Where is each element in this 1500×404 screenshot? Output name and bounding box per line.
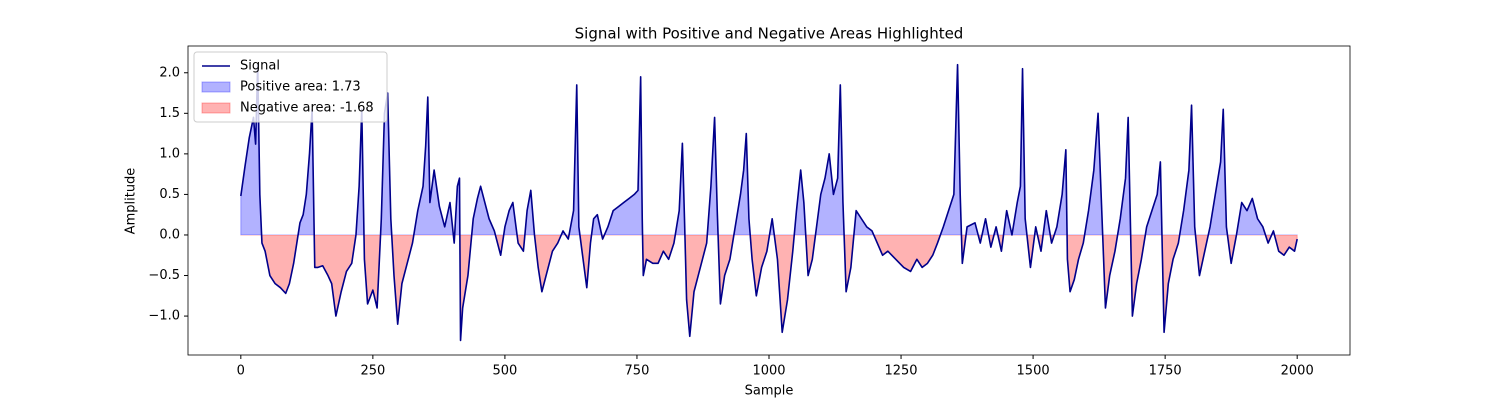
legend-label: Signal [240,59,280,74]
x-tick-label: 1500 [1017,364,1050,379]
x-tick-label: 0 [237,364,245,379]
y-axis-label: Amplitude [124,168,139,235]
x-tick-label: 250 [360,364,385,379]
legend-patch [201,102,231,114]
signal-line [240,63,1298,342]
y-tick-label: −1.0 [148,309,180,324]
y-tick-label: 1.0 [159,146,180,161]
y-tick-label: 1.5 [159,106,180,121]
x-tick-label: 1750 [1149,364,1182,379]
y-tick-label: 2.0 [159,65,180,80]
x-tick-label: 1250 [884,364,917,379]
legend-label: Negative area: -1.68 [240,101,374,116]
x-axis-label: Sample [745,384,794,399]
legend-label: Positive area: 1.73 [240,80,361,95]
y-tick-label: −0.5 [148,268,180,283]
x-tick-label: 750 [625,364,650,379]
chart-title: Signal with Positive and Negative Areas … [575,25,964,43]
y-tick-label: 0.0 [159,227,180,242]
x-tick-label: 2000 [1281,364,1314,379]
x-tick-label: 1000 [752,364,785,379]
legend-patch [201,81,231,93]
x-tick-label: 500 [492,364,517,379]
y-tick-label: 0.5 [159,187,180,202]
negative-area [240,234,1298,341]
legend-box [193,51,388,123]
